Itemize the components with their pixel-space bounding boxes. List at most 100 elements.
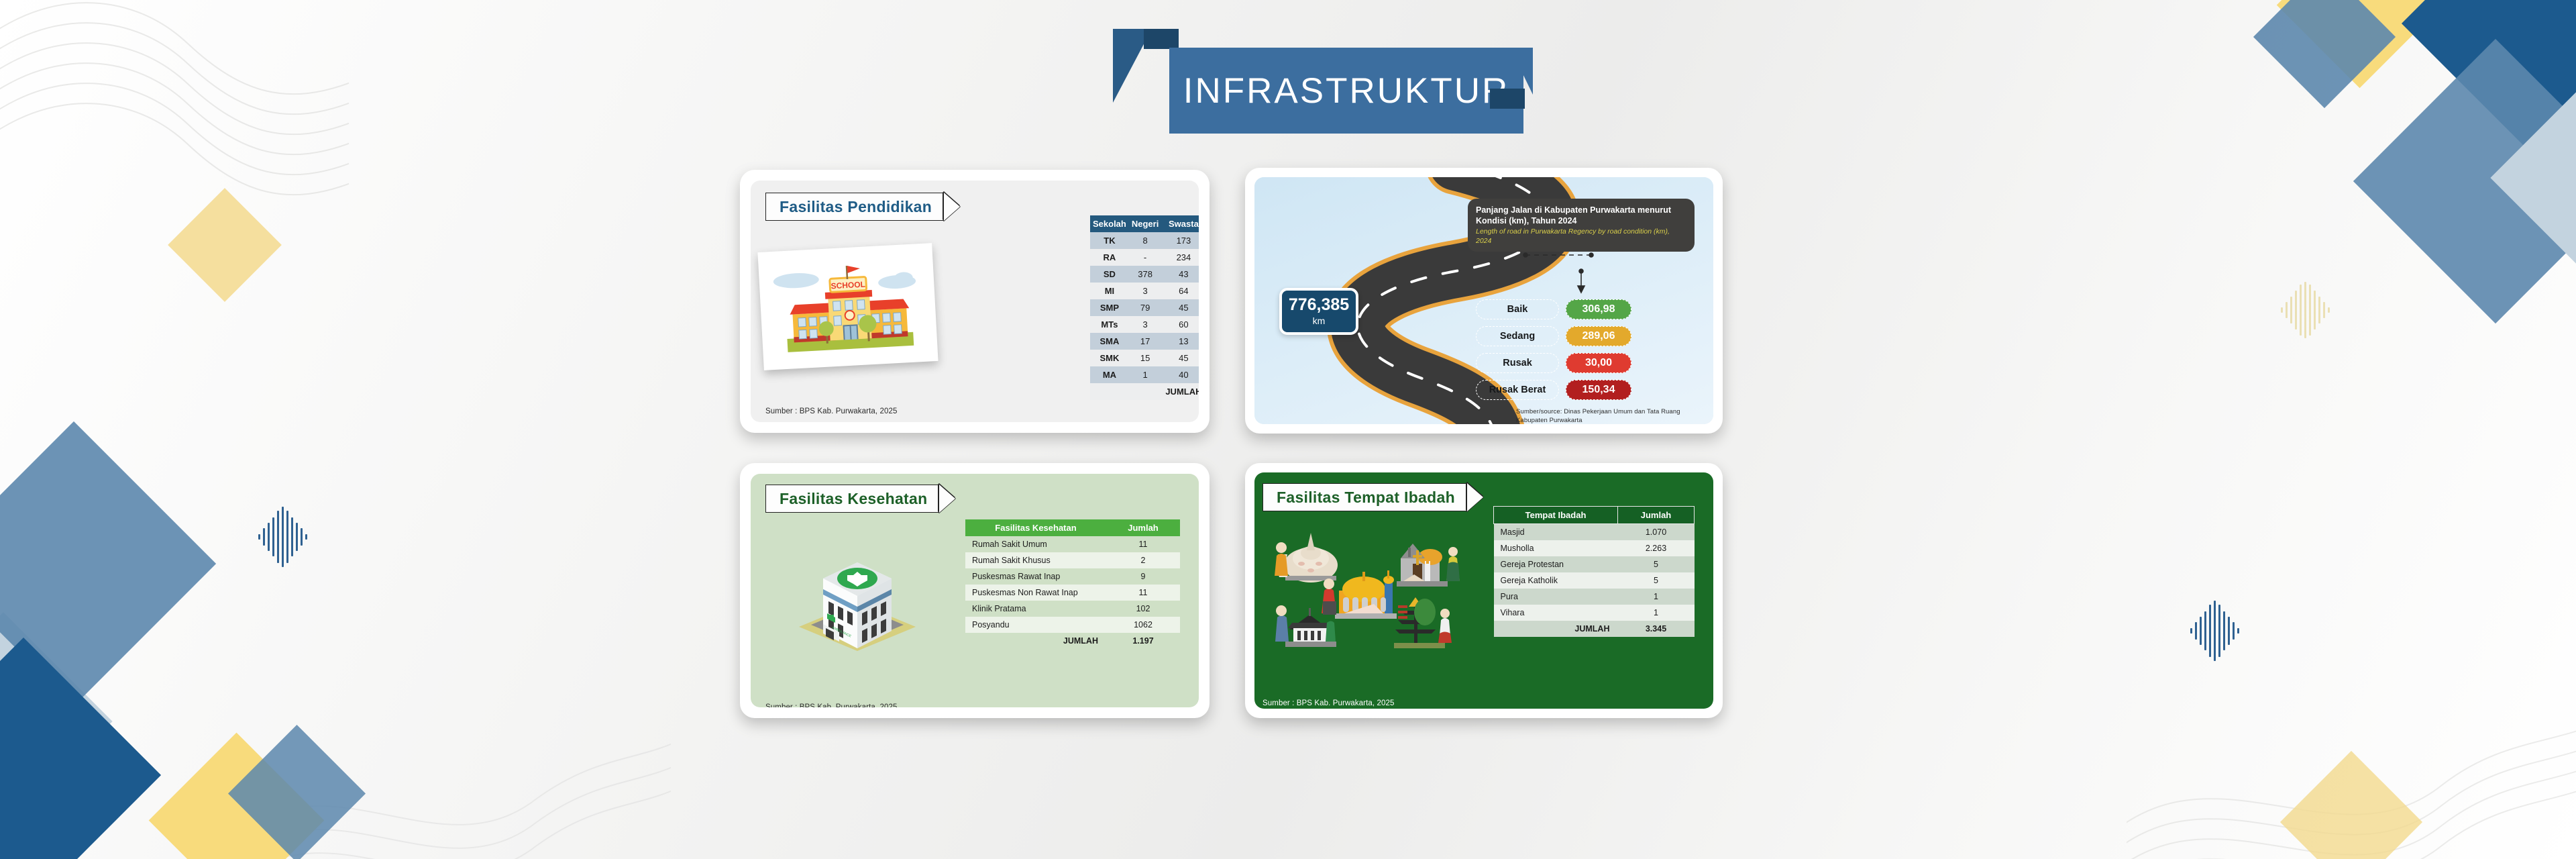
cell-name: Puskesmas Non Rawat Inap [965, 585, 1106, 601]
road-total-value: 776,385 [1288, 295, 1350, 314]
cell-name: Posyandu [965, 617, 1106, 633]
cell-jumlah: 2.263 [1617, 540, 1695, 556]
pura-icon [1394, 597, 1452, 648]
section-title-worship: Fasilitas Tempat Ibadah [1263, 483, 1483, 511]
wavebar-top-right [2281, 282, 2330, 338]
cell-negeri: 3 [1128, 316, 1162, 333]
cell-name: Gereja Katholik [1493, 572, 1618, 589]
road-total-badge: 776,385 km [1279, 288, 1358, 335]
card-road-inner: Panjang Jalan di Kabupaten Purwakarta me… [1254, 177, 1713, 424]
cell-sekolah: SMP [1090, 299, 1129, 316]
cell-name: Gereja Protestan [1493, 556, 1618, 572]
cell-jumlah: 5 [1617, 556, 1695, 572]
table-row: SMK154560 [1090, 350, 1199, 366]
table-row: Pura 1 [1493, 589, 1695, 605]
cell-negeri: 1 [1128, 366, 1162, 383]
cell-sekolah: SMK [1090, 350, 1129, 366]
cell-name: Rumah Sakit Umum [965, 536, 1106, 552]
table-total-row: JUMLAH 3.345 [1493, 621, 1695, 637]
swirl-lines-left [0, 2, 349, 196]
cell-sekolah: MA [1090, 366, 1129, 383]
hospital-illustration: AMBULANCE [799, 562, 916, 651]
table-row: Vihara 1 [1493, 605, 1695, 621]
col-sekolah: Sekolah [1090, 215, 1129, 232]
cell-jumlah: 1 [1617, 605, 1695, 621]
table-health: Fasilitas Kesehatan Jumlah Rumah Sakit U… [965, 519, 1180, 649]
cell-jumlah: 11 [1106, 536, 1180, 552]
source-health: Sumber : BPS Kab. Purwakarta, 2025 [765, 703, 898, 707]
road-title-en: Length of road in Purwakarta Regency by … [1476, 228, 1670, 245]
cell-total-label: JUMLAH [1493, 621, 1618, 637]
cell-swasta: 13 [1161, 333, 1199, 350]
col-fasilitas-kesehatan: Fasilitas Kesehatan [965, 519, 1106, 536]
cell-swasta: 60 [1161, 316, 1199, 333]
table-row: SMP7945124 [1090, 299, 1199, 316]
table-education: Sekolah Negeri Swasta Jumlah TK8173181 R… [1090, 215, 1199, 400]
page-title-banner: INFRASTRUKTUR [1113, 11, 1533, 134]
road-condition-row-baik: Baik 306,98 [1476, 299, 1631, 319]
table-row: Gereja Katholik 5 [1493, 572, 1695, 589]
cell-swasta: 43 [1161, 266, 1199, 283]
cell-swasta: 45 [1161, 299, 1199, 316]
road-total-unit: km [1312, 315, 1326, 326]
table-row: TK8173181 [1090, 232, 1199, 249]
cell-negeri: 378 [1128, 266, 1162, 283]
section-title-health-label: Fasilitas Kesehatan [780, 489, 928, 507]
cell-jumlah: 1062 [1106, 617, 1180, 633]
flag-arrow-icon [1466, 483, 1483, 511]
cell-negeri: - [1128, 249, 1162, 266]
cell-name: Vihara [1493, 605, 1618, 621]
banner-notch-right [1490, 89, 1525, 109]
flag-arrow-icon [944, 193, 961, 221]
table-row: SMA171330 [1090, 333, 1199, 350]
table-worship: Tempat Ibadah Jumlah Masjid 1.070 Musholl… [1493, 506, 1695, 637]
table-row: Puskesmas Rawat Inap 9 [965, 568, 1180, 585]
wavebar-left [258, 507, 307, 567]
section-title-worship-label: Fasilitas Tempat Ibadah [1277, 488, 1455, 506]
cell-negeri: 15 [1128, 350, 1162, 366]
cell-sekolah: SD [1090, 266, 1129, 283]
cell-swasta: 40 [1161, 366, 1199, 383]
cell-blank [1090, 383, 1129, 400]
cell-total-label: JUMLAH [1161, 383, 1199, 400]
cell-name: Rumah Sakit Khusus [965, 552, 1106, 568]
section-title-education-label: Fasilitas Pendidikan [780, 197, 932, 215]
table-row: RA-234234 [1090, 249, 1199, 266]
cell-swasta: 173 [1161, 232, 1199, 249]
road-title-box: Panjang Jalan di Kabupaten Purwakarta me… [1468, 199, 1695, 252]
road-condition-label: Baik [1476, 299, 1559, 319]
cell-negeri: 8 [1128, 232, 1162, 249]
road-condition-value: 150,34 [1566, 380, 1631, 400]
school-photo: SCHOOL [757, 243, 938, 370]
card-worship-inner: Fasilitas Tempat Ibadah [1254, 472, 1713, 709]
banner-notch-left [1144, 29, 1179, 49]
section-title-health: Fasilitas Kesehatan [765, 485, 956, 513]
table-education-body: TK8173181 RA-234234 SD37843421 MI36467 S… [1090, 232, 1199, 400]
cell-negeri: 79 [1128, 299, 1162, 316]
table-total-row: JUMLAH 1.221 [1090, 383, 1199, 400]
cell-sekolah: TK [1090, 232, 1129, 249]
wavebar-right [2190, 601, 2239, 661]
road-condition-label: Rusak [1476, 353, 1559, 373]
pagoda-icon [1275, 605, 1336, 647]
table-row: MI36467 [1090, 283, 1199, 299]
banner-body: INFRASTRUKTUR [1169, 48, 1523, 134]
table-row: Masjid 1.070 [1493, 523, 1695, 540]
cell-name: Puskesmas Rawat Inap [965, 568, 1106, 585]
cell-negeri: 17 [1128, 333, 1162, 350]
table-education-header-row: Sekolah Negeri Swasta Jumlah [1090, 215, 1199, 232]
worship-places-illustration [1275, 533, 1460, 648]
cell-jumlah: 1.070 [1617, 523, 1695, 540]
road-condition-row-sedang: Sedang 289,06 [1476, 326, 1631, 346]
cell-name: Musholla [1493, 540, 1618, 556]
source-road-label: Sumber/source: [1516, 408, 1562, 415]
table-row: MA14041 [1090, 366, 1199, 383]
table-row: Musholla 2.263 [1493, 540, 1695, 556]
cell-swasta: 234 [1161, 249, 1199, 266]
card-health: Fasilitas Kesehatan [740, 463, 1210, 718]
svg-text:SCHOOL: SCHOOL [830, 280, 865, 291]
source-road: Sumber/source: Dinas Pekerjaan Umum dan … [1516, 408, 1713, 424]
cell-total-value: 3.345 [1617, 621, 1695, 637]
card-road: Panjang Jalan di Kabupaten Purwakarta me… [1245, 168, 1723, 434]
cell-swasta: 64 [1161, 283, 1199, 299]
